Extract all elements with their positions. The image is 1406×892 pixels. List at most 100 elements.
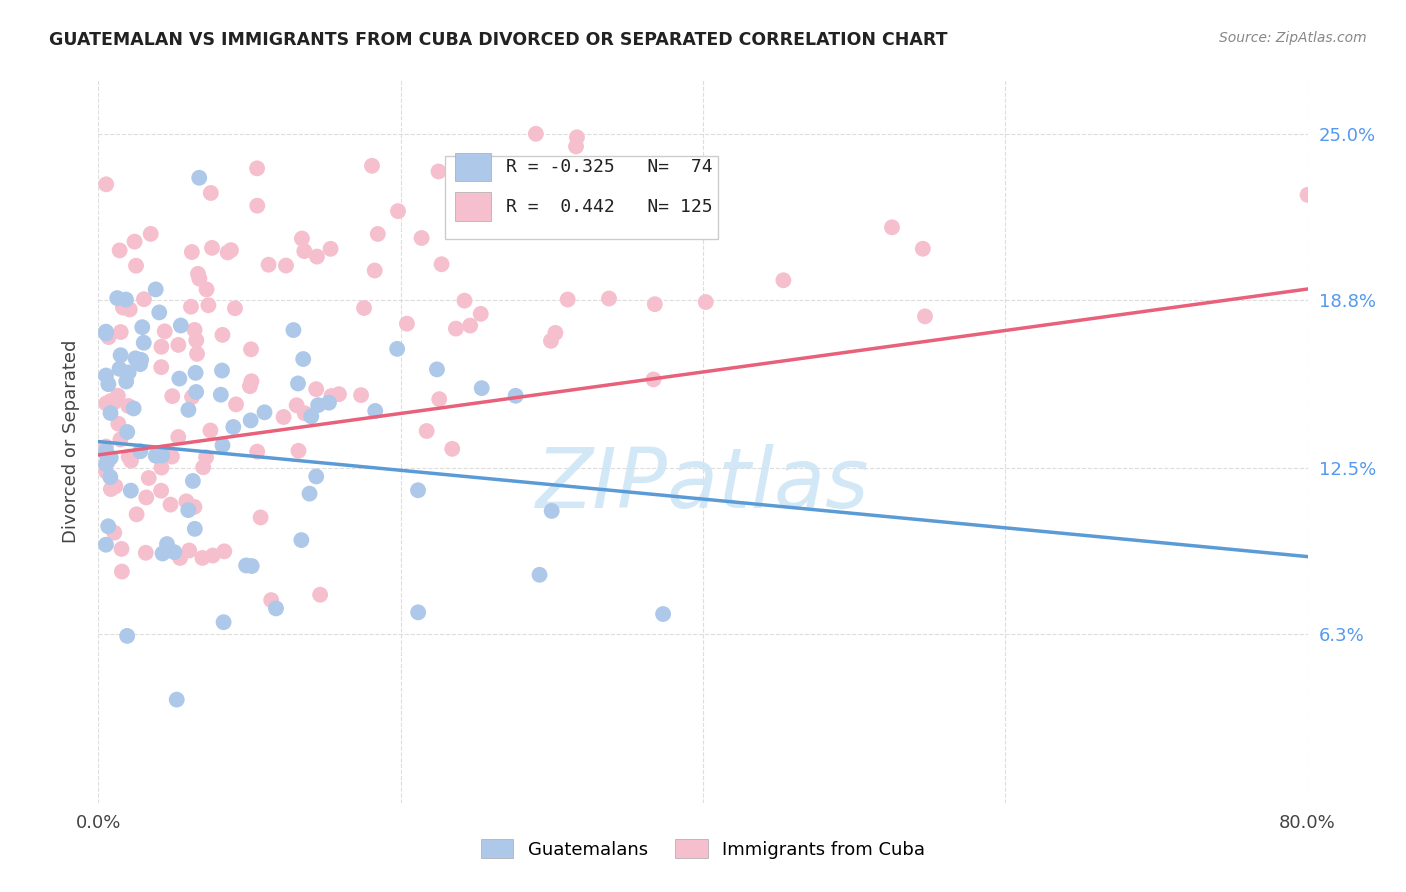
Point — [132, 335, 155, 350]
Point — [103, 395, 125, 409]
Point — [292, 352, 315, 367]
Point — [363, 263, 385, 277]
Point — [633, 210, 655, 224]
Point — [458, 318, 481, 333]
Point — [169, 551, 191, 566]
Point — [97, 519, 120, 533]
Point — [200, 424, 222, 438]
Point — [444, 321, 467, 335]
Point — [129, 357, 152, 371]
Text: R = -0.325   N=  74: R = -0.325 N= 74 — [506, 158, 713, 176]
Point — [309, 588, 332, 602]
Point — [108, 361, 131, 376]
Point — [430, 257, 453, 271]
Point — [911, 242, 934, 256]
Point — [291, 231, 314, 245]
Point — [162, 389, 184, 403]
Point — [96, 396, 118, 410]
Point — [214, 544, 236, 558]
Point — [217, 245, 239, 260]
Point — [107, 389, 129, 403]
Point — [406, 483, 429, 498]
Point — [94, 444, 117, 458]
Point — [222, 420, 245, 434]
Point — [150, 340, 173, 354]
Point — [167, 430, 190, 444]
Bar — [456, 153, 492, 181]
Point — [129, 352, 152, 367]
Point — [94, 368, 117, 383]
Point — [505, 389, 527, 403]
Point — [287, 376, 309, 391]
Point — [367, 227, 389, 241]
Point — [318, 395, 340, 409]
Point — [305, 382, 328, 396]
Point — [695, 295, 717, 310]
Point — [94, 464, 117, 478]
Point — [298, 486, 321, 500]
Point — [201, 241, 224, 255]
Point — [529, 567, 551, 582]
Point — [124, 235, 146, 249]
Point — [110, 348, 132, 362]
Point — [411, 231, 433, 245]
Point — [257, 258, 280, 272]
Point — [540, 334, 562, 348]
Point — [212, 615, 235, 630]
Point — [107, 417, 129, 431]
Text: ZIPatlas: ZIPatlas — [536, 444, 870, 525]
Point — [294, 406, 316, 420]
Point — [353, 301, 375, 315]
Point — [427, 164, 450, 178]
Point — [184, 366, 207, 380]
Legend: Guatemalans, Immigrants from Cuba: Guatemalans, Immigrants from Cuba — [474, 832, 932, 866]
Point — [115, 293, 138, 307]
Point — [211, 438, 233, 452]
FancyBboxPatch shape — [446, 156, 717, 239]
Point — [540, 504, 562, 518]
Point — [200, 186, 222, 200]
Point — [364, 404, 387, 418]
Point — [94, 326, 117, 341]
Point — [186, 347, 208, 361]
Point — [285, 398, 308, 412]
Text: R =  0.442   N= 125: R = 0.442 N= 125 — [506, 198, 713, 216]
Point — [249, 510, 271, 524]
Point — [131, 320, 153, 334]
Point — [246, 444, 269, 458]
Point — [129, 444, 152, 458]
Point — [305, 469, 328, 483]
Point — [292, 244, 315, 259]
Point — [110, 325, 132, 339]
Point — [239, 379, 262, 393]
Point — [565, 130, 588, 145]
Point — [94, 440, 117, 454]
Point — [441, 442, 464, 456]
Point — [427, 392, 450, 406]
Point — [193, 460, 215, 475]
Point — [124, 351, 146, 366]
Point — [274, 259, 297, 273]
Point — [240, 374, 263, 388]
Point — [264, 601, 287, 615]
Point — [211, 327, 233, 342]
Point — [170, 318, 193, 333]
Point — [110, 433, 132, 447]
Point — [150, 460, 173, 475]
Point — [150, 360, 173, 375]
Point — [94, 538, 117, 552]
Point — [135, 491, 157, 505]
Point — [120, 453, 142, 467]
Point — [98, 470, 121, 484]
Point — [287, 443, 309, 458]
Point — [240, 343, 263, 357]
Point — [115, 375, 138, 389]
Point — [111, 301, 134, 315]
Point — [565, 139, 588, 153]
Point — [643, 372, 665, 386]
Point — [97, 330, 120, 344]
Point — [524, 127, 547, 141]
Point — [117, 399, 139, 413]
Point — [97, 377, 120, 392]
Point — [138, 471, 160, 485]
